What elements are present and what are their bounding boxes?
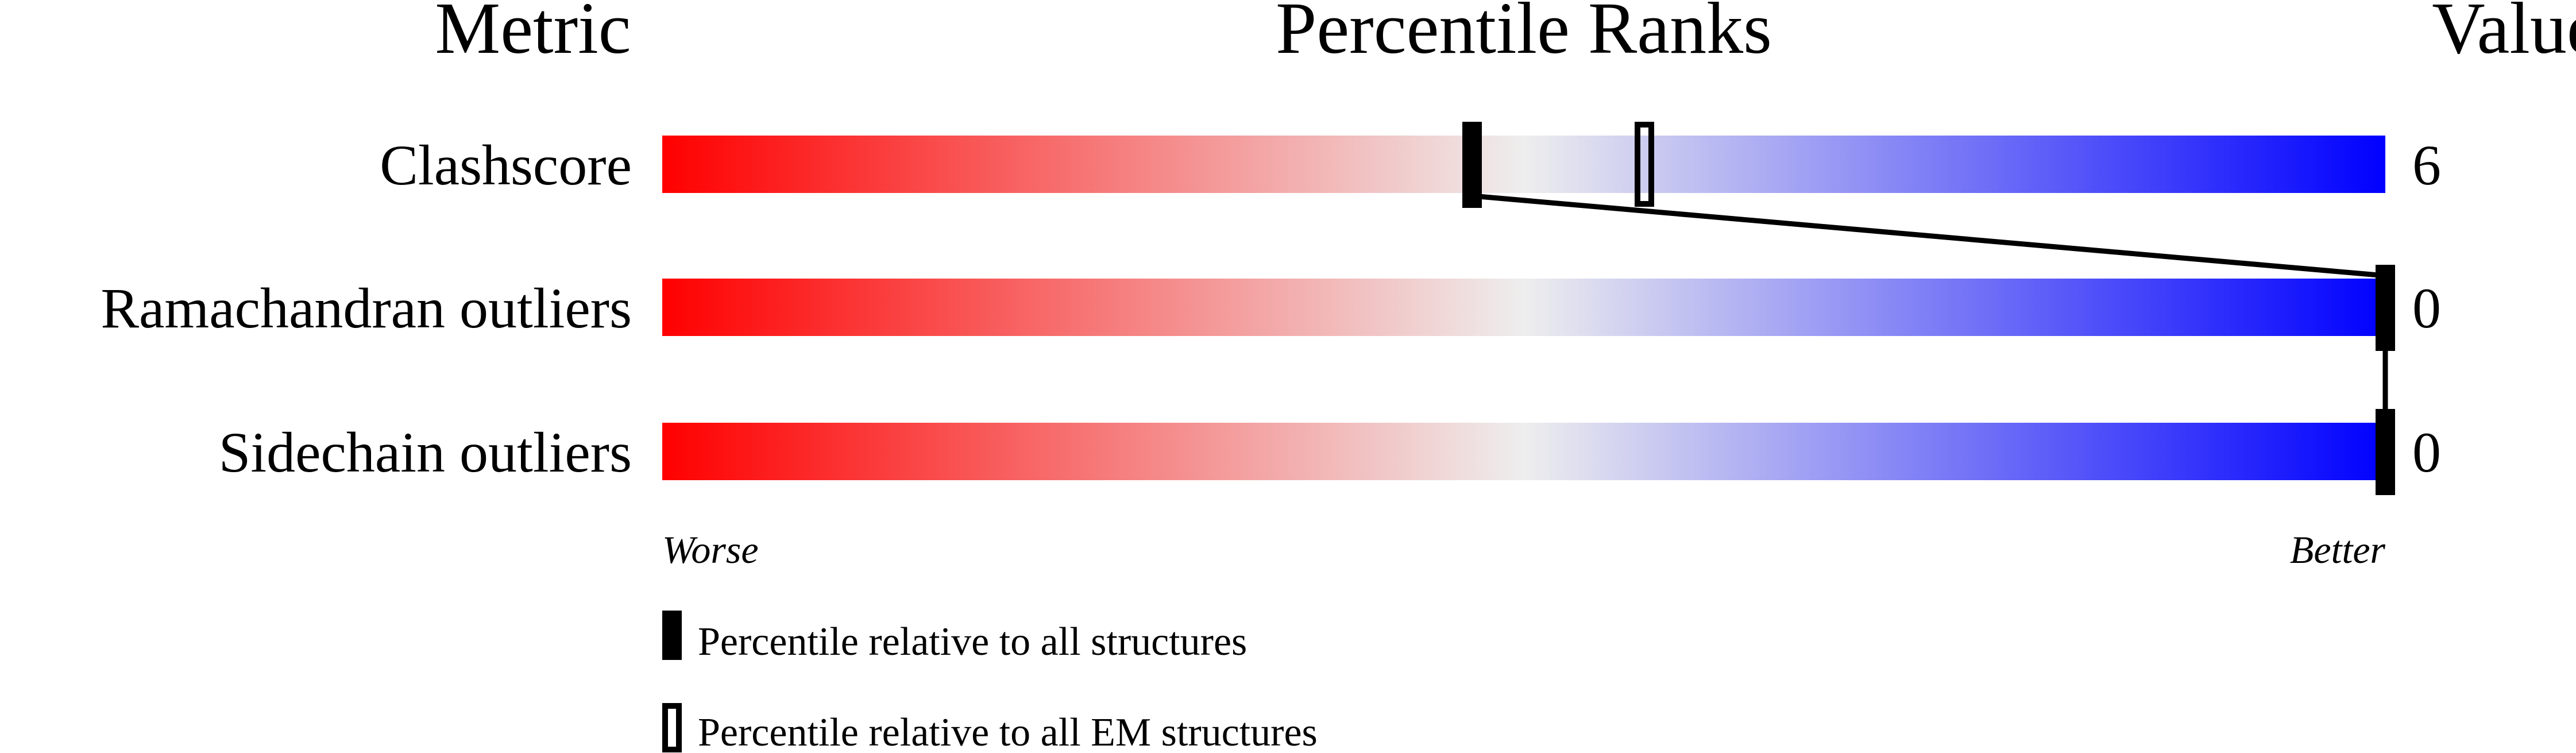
metric-label: Clashscore <box>380 133 632 197</box>
legend-label-all: Percentile relative to all structures <box>698 620 1247 664</box>
metric-value: 6 <box>2412 133 2441 197</box>
percentile-bar <box>662 423 2385 480</box>
all-percentile-marker <box>2376 265 2395 351</box>
header-metric: Metric <box>435 0 631 69</box>
em-percentile-marker <box>1635 122 1654 207</box>
percentile-bar <box>662 279 2385 336</box>
legend-open-marker <box>662 703 682 752</box>
axis-label-worse: Worse <box>662 528 759 571</box>
all-percentile-marker <box>2376 409 2395 495</box>
legend-filled-marker <box>662 611 682 660</box>
percentile-bar <box>662 136 2385 193</box>
header-percentile-ranks: Percentile Ranks <box>1276 0 1772 69</box>
all-percentile-marker <box>1462 122 1482 208</box>
percentile-connector-line <box>1472 193 2386 279</box>
legend-label-em: Percentile relative to all EM structures <box>698 710 1318 753</box>
metric-label: Ramachandran outliers <box>101 276 632 340</box>
metric-label: Sidechain outliers <box>219 420 632 484</box>
metric-value: 0 <box>2412 276 2441 340</box>
header-value: Value <box>2432 0 2576 69</box>
axis-label-better: Better <box>2290 528 2386 571</box>
metric-value: 0 <box>2412 420 2441 484</box>
